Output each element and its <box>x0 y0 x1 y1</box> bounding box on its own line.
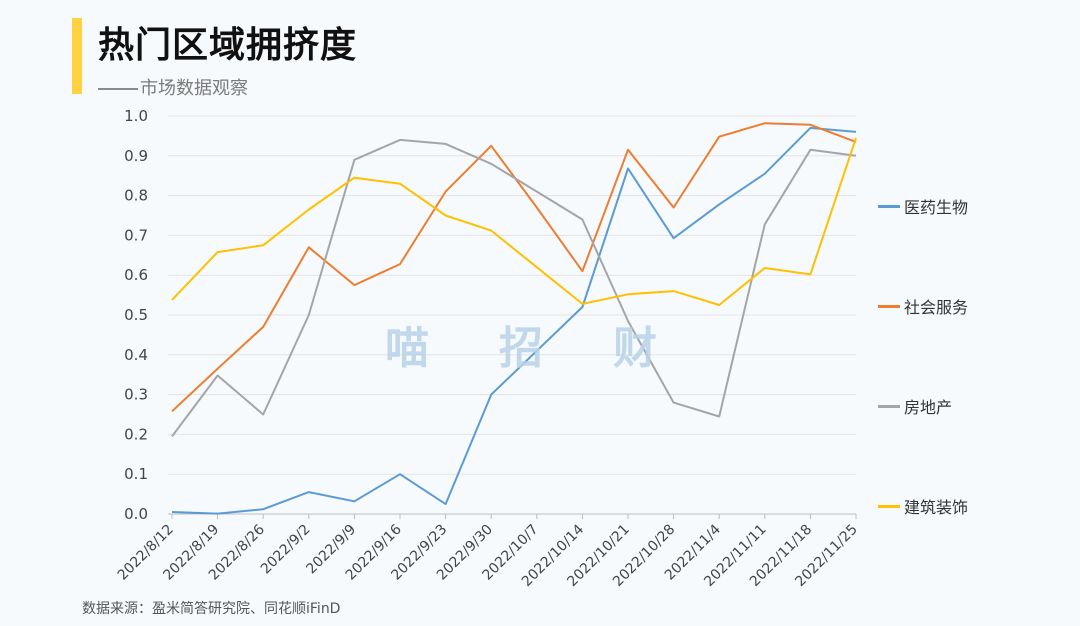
series-lines <box>171 122 857 515</box>
subtitle-text: 市场数据观察 <box>140 78 248 99</box>
page-subtitle: 市场数据观察 <box>98 74 248 100</box>
legend-label: 建筑装饰 <box>904 498 969 517</box>
y-tick-label: 0.4 <box>124 346 148 364</box>
legend-swatch <box>878 204 900 208</box>
legend-item: 房地产 <box>878 396 953 417</box>
title-accent-bar <box>72 18 82 94</box>
legend-label: 房地产 <box>904 398 953 417</box>
subtitle-dash <box>98 88 138 90</box>
legend-swatch <box>878 504 900 508</box>
legend-swatch <box>878 304 900 308</box>
series-line-医药生物 <box>171 126 857 515</box>
series-line-建筑装饰 <box>171 137 857 306</box>
legend-item: 建筑装饰 <box>878 496 969 517</box>
y-tick-label: 0.9 <box>124 147 148 165</box>
series-line-房地产 <box>171 138 857 437</box>
y-tick-label: 0.7 <box>124 226 148 244</box>
y-tick-label: 0.0 <box>124 505 148 523</box>
y-tick-label: 0.5 <box>124 306 148 324</box>
y-axis-ticks: 0.0 0.1 0.2 0.3 0.4 0.5 0.6 0.7 0.8 0.9 1.0 <box>124 107 148 523</box>
legend-item: 医药生物 <box>878 196 969 217</box>
legend-label: 社会服务 <box>904 298 969 317</box>
legend-swatch <box>878 404 900 408</box>
legend-label: 医药生物 <box>904 198 969 217</box>
y-tick-label: 0.8 <box>124 187 148 205</box>
x-axis-ticks: 2022/8/122022/8/192022/8/262022/9/22022/… <box>115 514 861 590</box>
chart-grid <box>168 115 856 515</box>
y-tick-label: 0.1 <box>124 465 148 483</box>
y-tick-label: 1.0 <box>124 107 148 125</box>
watermark: 喵招财 <box>385 323 727 374</box>
y-tick-label: 0.3 <box>124 386 148 404</box>
data-source-note: 数据来源：盈米简答研究院、同花顺iFinD <box>82 601 341 617</box>
y-tick-label: 0.2 <box>124 425 148 443</box>
y-tick-label: 0.6 <box>124 266 148 284</box>
page-title: 热门区域拥挤度 <box>98 25 358 66</box>
legend-item: 社会服务 <box>878 296 969 317</box>
